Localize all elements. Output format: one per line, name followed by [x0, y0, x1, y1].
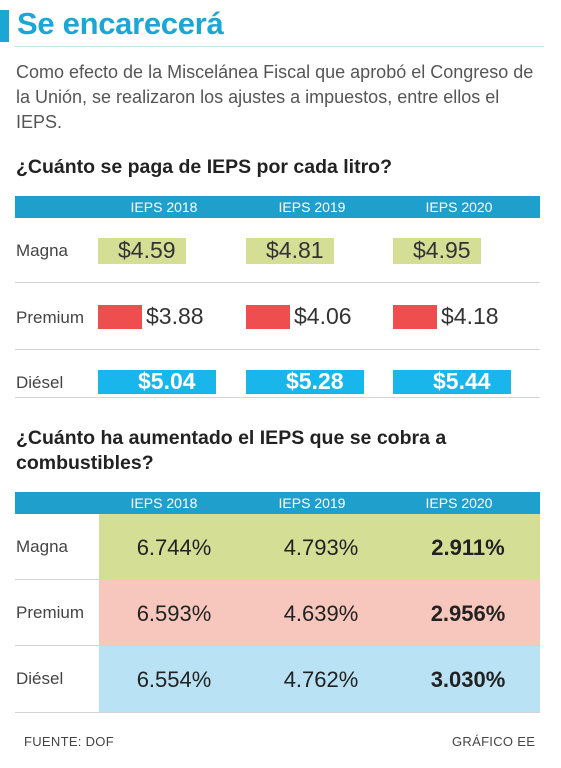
magna-price-label-0: $4.59 [118, 237, 176, 263]
table1-col-2020: IEPS 2020 [425, 199, 493, 215]
title-accent-bar [0, 10, 9, 42]
table2-premium-value-2: 2.956% [430, 601, 506, 626]
table2-row-divider-0 [15, 579, 99, 580]
magna-price-chip-1 [246, 238, 334, 264]
table2-row-divider-2 [15, 712, 540, 713]
table1-title: ¿Cuánto se paga de IEPS por cada litro? [16, 156, 392, 178]
magna-price-label-1: $4.81 [266, 237, 324, 263]
diesel-price-chip-2 [393, 370, 511, 394]
table2-col-2019: IEPS 2019 [278, 495, 346, 511]
table2-band-magna [99, 514, 540, 580]
premium-price-chip-1 [246, 305, 290, 329]
table1-col-2019: IEPS 2019 [278, 199, 346, 215]
premium-price-chip-0 [98, 305, 142, 329]
table2-magna-value-2: 2.911% [431, 535, 505, 560]
table2-row-label-diesel: Diésel [16, 669, 64, 688]
diesel-price-label-0: $5.04 [138, 368, 196, 394]
credit-note: GRÁFICO EE [452, 734, 536, 749]
table2-diesel-value-1: 4.762% [283, 667, 359, 692]
source-note: FUENTE: DOF [24, 734, 114, 749]
table2-band-premium [99, 580, 540, 646]
table1-row-label-diesel: Diésel [16, 373, 64, 392]
table2-col-2020: IEPS 2020 [425, 495, 493, 511]
table2-diesel-value-0: 6.554% [136, 667, 212, 692]
premium-price-label-0: $3.88 [146, 303, 204, 329]
table2-header: IEPS 2018 IEPS 2019 IEPS 2020 [15, 492, 540, 514]
table2-magna-value-1: 4.793% [283, 535, 359, 560]
title-block: Se encarecerá [0, 6, 561, 46]
table1-header: IEPS 2018 IEPS 2019 IEPS 2020 [15, 196, 540, 218]
table1-row-divider-0 [15, 282, 540, 283]
table1-row-label-premium: Premium [16, 308, 85, 327]
magna-price-label-2: $4.95 [413, 237, 471, 263]
diesel-price-label-2: $5.44 [433, 368, 491, 394]
premium-price-label-1: $4.06 [294, 303, 352, 329]
table2-premium-value-1: 4.639% [283, 601, 359, 626]
premium-price-label-2: $4.18 [441, 303, 499, 329]
table2-row-label-premium: Premium [16, 603, 85, 622]
magna-price-chip-2 [393, 238, 481, 264]
table2-col-2018: IEPS 2018 [130, 495, 198, 511]
diesel-price-label-1: $5.28 [286, 368, 344, 394]
table2-band-diesel [99, 646, 540, 712]
premium-price-chip-2 [393, 305, 437, 329]
table2-title: ¿Cuánto ha aumentado el IEPS que se cobr… [16, 427, 447, 474]
magna-price-chip-0 [98, 238, 186, 264]
table2-row-label-magna: Magna [16, 537, 68, 556]
table1-col-2018: IEPS 2018 [130, 199, 198, 215]
table2-premium-value-0: 6.593% [136, 601, 212, 626]
diesel-price-chip-0 [98, 370, 216, 394]
table2-diesel-value-2: 3.030% [430, 667, 506, 692]
table1-row-label-magna: Magna [16, 241, 68, 260]
intro-text: Como efecto de la Miscelánea Fiscal que … [16, 62, 534, 132]
table1-row-divider-2 [15, 397, 540, 398]
table2-magna-value-0: 6.744% [136, 535, 212, 560]
title-divider [14, 46, 544, 47]
table2-row-divider-1 [15, 645, 99, 646]
diesel-price-chip-1 [246, 370, 364, 394]
table1-row-divider-1 [15, 349, 540, 350]
page-title: Se encarecerá [17, 6, 224, 41]
